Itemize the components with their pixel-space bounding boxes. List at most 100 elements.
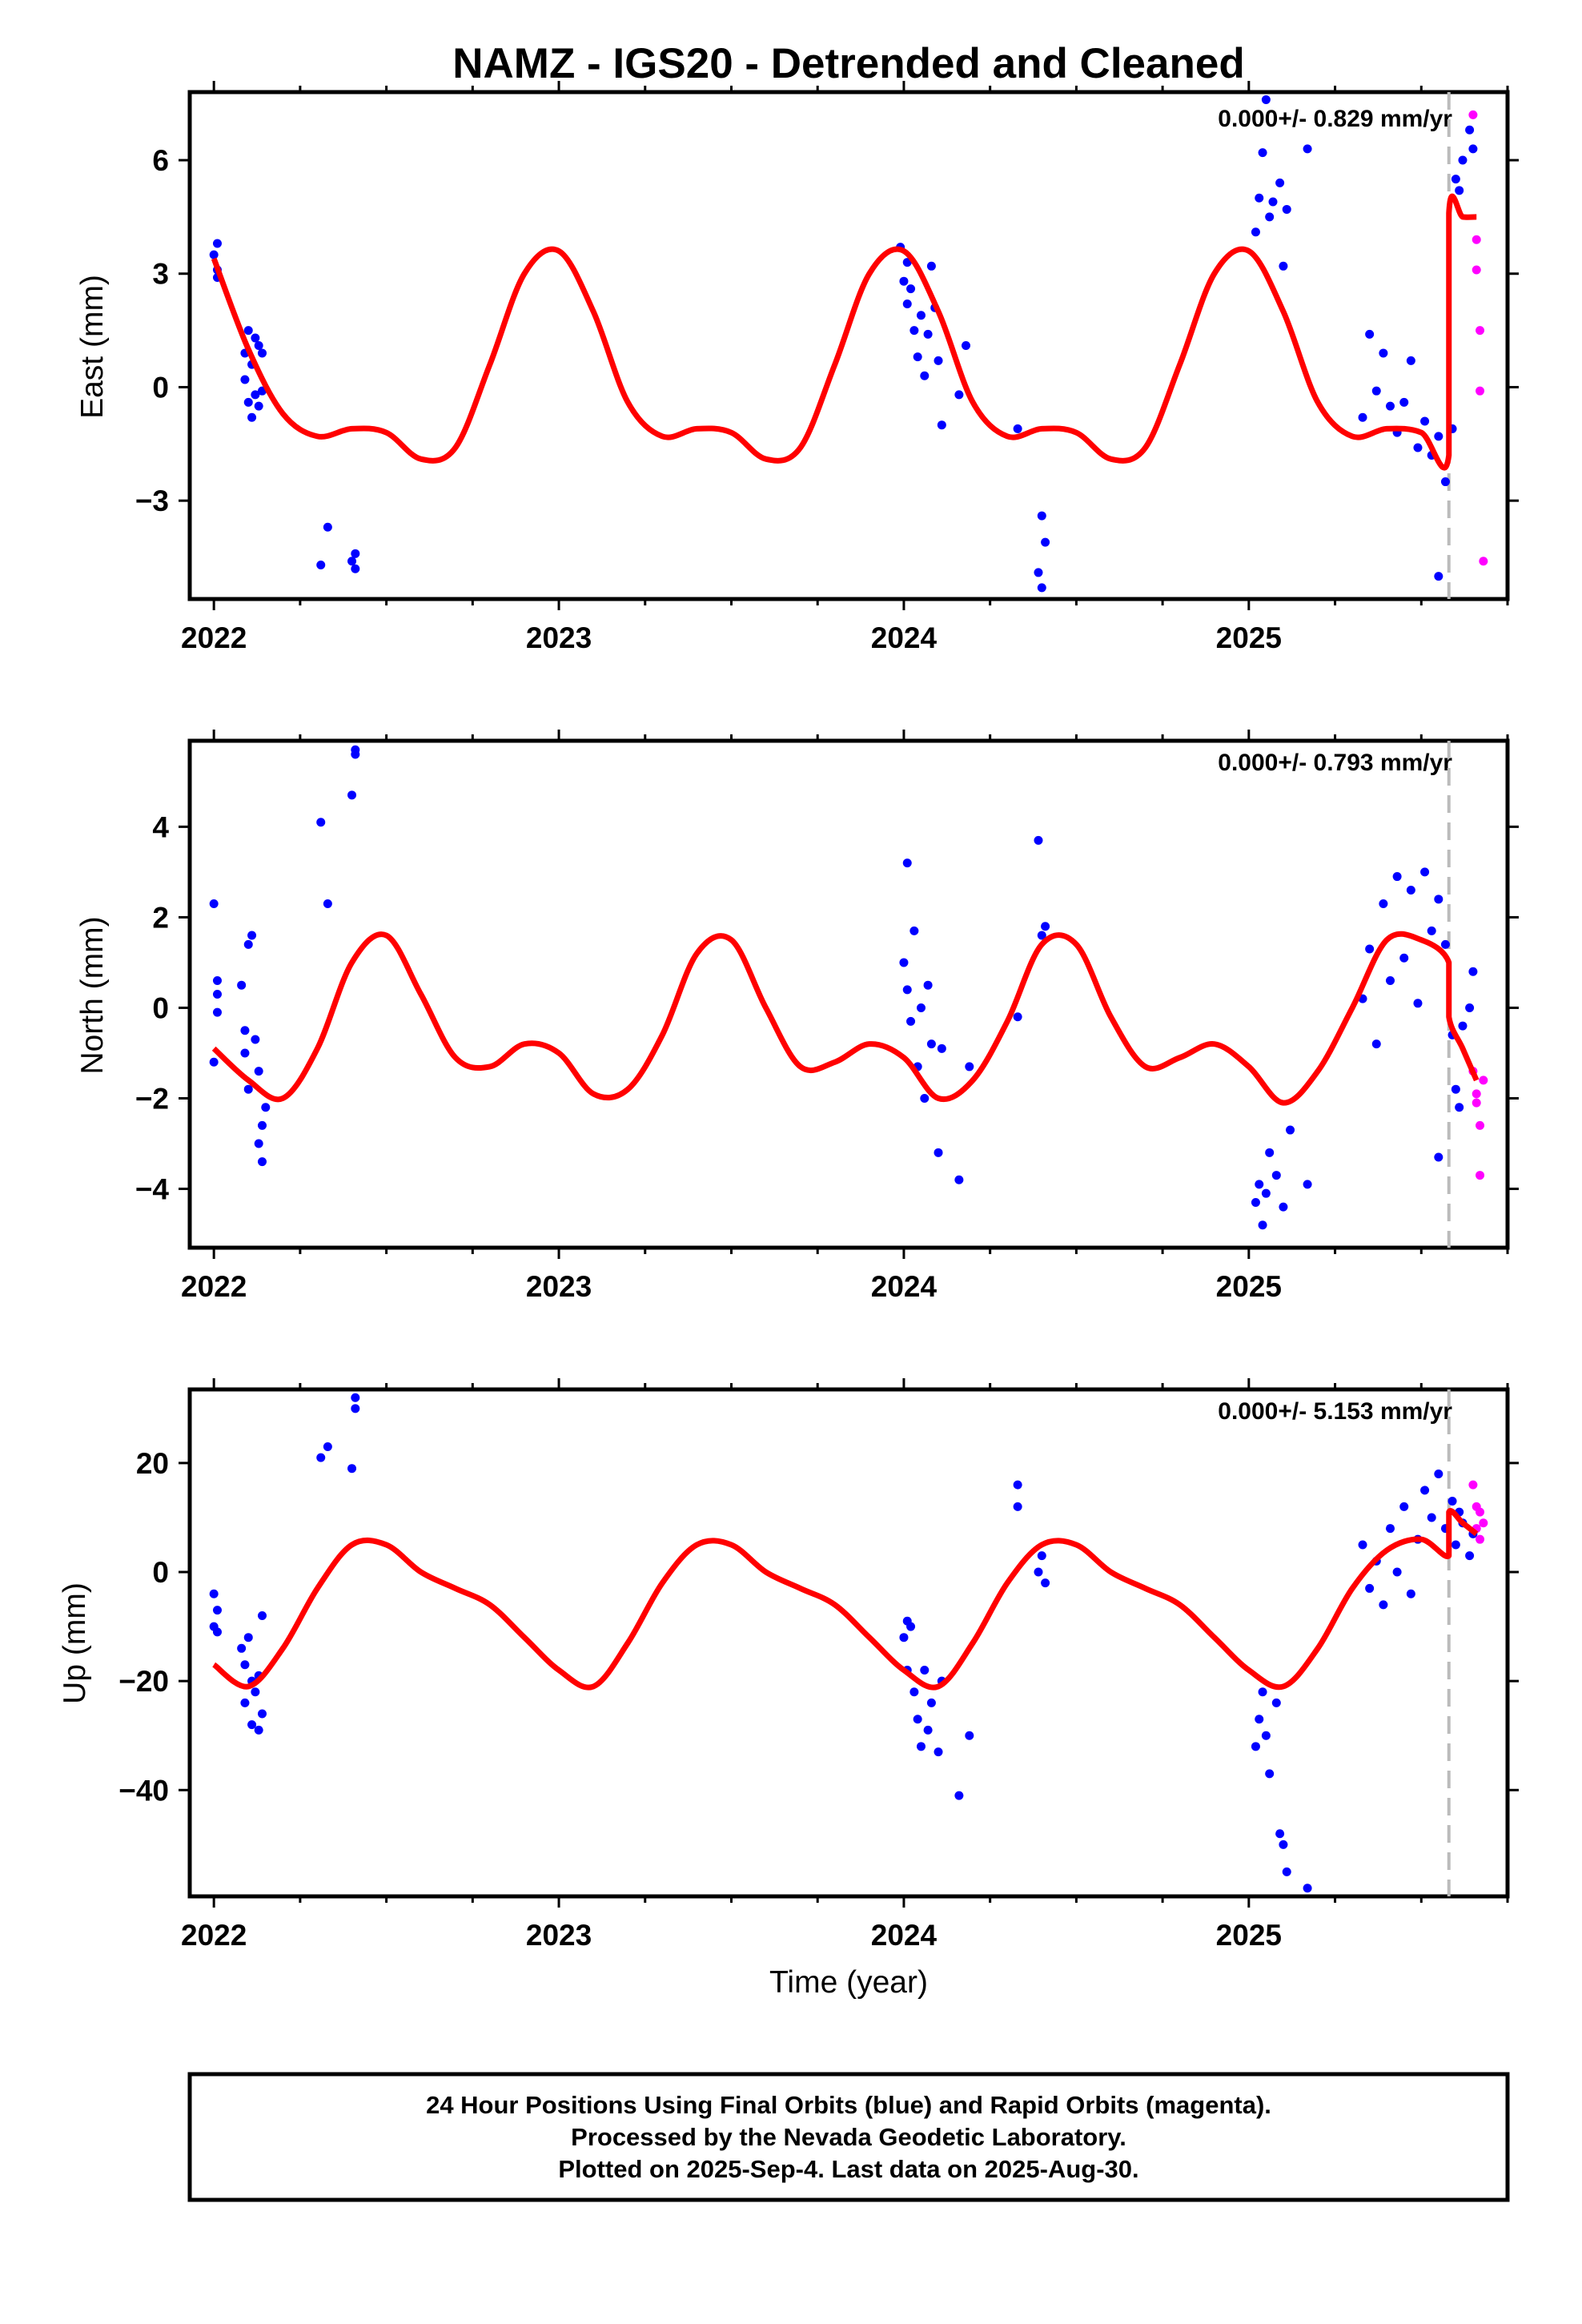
x-tick-label-up: 2022 — [181, 1919, 247, 1952]
final-point-up — [240, 1660, 250, 1670]
final-point-east — [1251, 227, 1260, 237]
final-point-up — [323, 1441, 332, 1451]
rapid-point-north — [1472, 1098, 1481, 1108]
x-tick-label-up: 2025 — [1216, 1919, 1282, 1952]
final-point-up — [1399, 1502, 1409, 1511]
final-point-north — [1413, 999, 1423, 1008]
final-point-up — [347, 1464, 357, 1474]
final-point-up — [1255, 1715, 1264, 1724]
final-point-east — [323, 522, 332, 532]
final-point-east — [1255, 193, 1264, 203]
final-point-north — [1251, 1197, 1260, 1207]
y-tick-label-north: 2 — [152, 901, 169, 934]
final-point-east — [1465, 125, 1475, 135]
final-point-up — [1251, 1742, 1260, 1751]
final-point-north — [209, 899, 219, 908]
y-tick-label-north: 0 — [152, 991, 169, 1024]
ylabel-east: East (mm) — [75, 275, 110, 419]
final-point-north — [347, 790, 357, 800]
final-point-east — [257, 348, 267, 358]
final-point-north — [243, 939, 253, 949]
final-point-up — [1279, 1839, 1288, 1849]
final-point-up — [1406, 1589, 1415, 1598]
final-point-east — [351, 549, 360, 558]
plot-frame-north — [187, 738, 1510, 1250]
final-point-up — [934, 1747, 943, 1757]
x-tick-label-up: 2023 — [526, 1919, 592, 1952]
final-point-north — [1261, 1188, 1271, 1198]
final-point-east — [962, 341, 971, 350]
final-point-up — [247, 1720, 257, 1730]
final-point-up — [926, 1698, 936, 1707]
data-group-east — [209, 94, 1488, 593]
final-point-up — [1275, 1829, 1285, 1839]
final-point-east — [1279, 261, 1288, 271]
final-point-north — [237, 980, 247, 990]
final-point-east — [243, 326, 253, 336]
ylabel-north: North (mm) — [75, 916, 110, 1074]
figure-title: NAMZ - IGS20 - Detrended and Cleaned — [452, 40, 1244, 87]
final-point-up — [1041, 1578, 1050, 1588]
final-point-north — [1427, 926, 1436, 935]
final-point-north — [1434, 1152, 1443, 1162]
x-tick-label-east: 2022 — [181, 621, 247, 654]
final-point-north — [1468, 967, 1478, 976]
final-point-east — [954, 390, 964, 400]
rapid-point-east — [1479, 557, 1488, 566]
final-point-north — [1392, 872, 1402, 882]
y-tick-label-up: −40 — [118, 1774, 169, 1807]
final-point-north — [1303, 1180, 1312, 1189]
final-point-north — [1255, 1180, 1264, 1189]
y-tick-label-north: −2 — [135, 1082, 169, 1115]
final-point-east — [1458, 155, 1468, 165]
y-tick-label-up: 0 — [152, 1556, 169, 1589]
final-point-north — [916, 1003, 926, 1012]
final-point-up — [909, 1687, 919, 1697]
final-point-north — [1279, 1202, 1288, 1212]
x-tick-label-north: 2024 — [871, 1270, 938, 1303]
final-point-east — [1440, 477, 1450, 487]
final-point-east — [1420, 416, 1430, 426]
final-point-up — [920, 1666, 930, 1675]
final-point-up — [899, 1633, 909, 1642]
final-point-north — [254, 1067, 263, 1076]
final-point-up — [1358, 1540, 1367, 1550]
final-point-east — [1013, 424, 1022, 433]
final-point-north — [965, 1062, 974, 1072]
final-point-north — [212, 990, 222, 999]
final-point-east — [1434, 572, 1443, 581]
final-point-east — [1468, 144, 1478, 154]
final-point-up — [209, 1589, 219, 1598]
rate-up: 0.000+/- 5.153 mm/yr — [1218, 1398, 1452, 1425]
final-point-north — [257, 1120, 267, 1130]
final-point-up — [1379, 1600, 1388, 1610]
rapid-point-east — [1476, 326, 1485, 336]
final-point-north — [1013, 1012, 1022, 1022]
final-point-east — [1406, 356, 1415, 365]
final-point-north — [1271, 1171, 1281, 1180]
rapid-point-up — [1468, 1480, 1478, 1490]
y-tick-label-east: 0 — [152, 371, 169, 404]
final-point-up — [237, 1643, 247, 1653]
final-point-north — [261, 1103, 271, 1112]
final-point-north — [934, 1148, 943, 1157]
final-point-east — [1365, 329, 1375, 339]
final-point-up — [257, 1709, 267, 1719]
final-point-north — [212, 1007, 222, 1017]
rate-east: 0.000+/- 0.829 mm/yr — [1218, 106, 1452, 132]
final-point-up — [1037, 1551, 1046, 1561]
plot-frame-east — [187, 90, 1510, 601]
x-tick-label-north: 2023 — [526, 1270, 592, 1303]
final-point-up — [212, 1627, 222, 1637]
panel-up: Up (mm) 0.000+/- 5.153 mm/yr 2022 2023 202… — [58, 1378, 1519, 1952]
final-point-east — [1303, 144, 1312, 154]
final-point-north — [1385, 976, 1395, 986]
y-tick-label-up: 20 — [136, 1447, 169, 1480]
final-point-east — [1268, 197, 1278, 207]
final-point-up — [212, 1606, 222, 1615]
final-point-up — [1451, 1540, 1460, 1550]
final-point-east — [906, 284, 916, 294]
final-point-north — [209, 1057, 219, 1067]
final-point-east — [1037, 511, 1046, 521]
final-point-up — [1365, 1583, 1375, 1593]
